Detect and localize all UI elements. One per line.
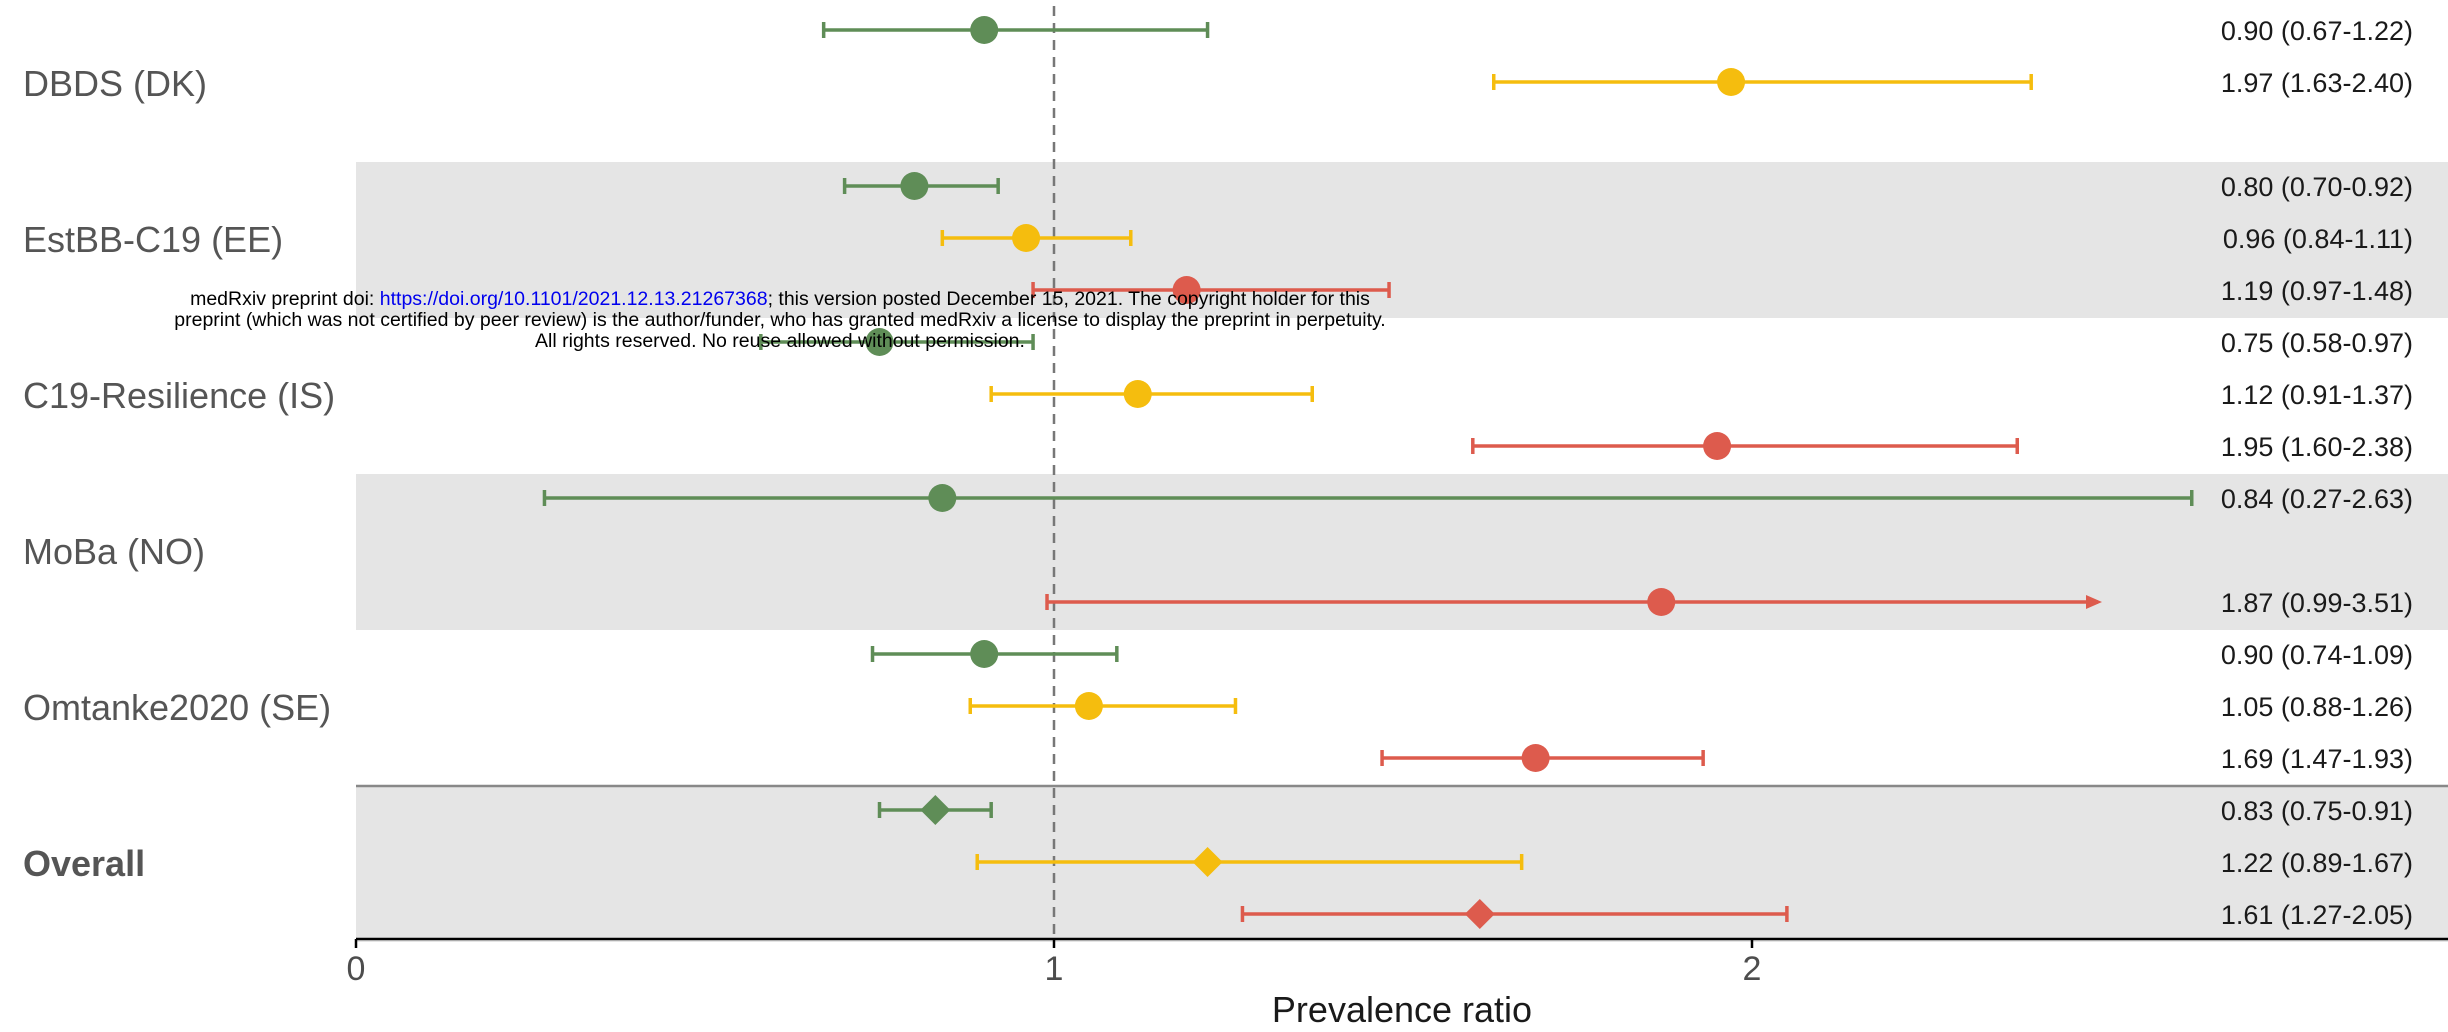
cohort-label: Omtanke2020 (SE) <box>23 687 331 728</box>
estimate-label: 1.22 (0.89-1.67) <box>2221 848 2413 878</box>
estimate-label: 0.84 (0.27-2.63) <box>2221 484 2413 514</box>
estimate-point <box>1717 68 1746 96</box>
cohort-label: MoBa (NO) <box>23 531 205 572</box>
watermark-line3: All rights reserved. No reuse allowed wi… <box>535 330 1025 352</box>
x-tick-label: 1 <box>1045 950 1064 988</box>
estimate-marks <box>542 16 2194 929</box>
labels-group: DBDS (DK) 0.90 (0.67-1.22) 1.97 (1.63-2.40… <box>23 16 2413 930</box>
estimate-label: 0.75 (0.58-0.97) <box>2221 328 2413 358</box>
estimate-label: 1.87 (0.99-3.51) <box>2221 588 2413 618</box>
estimate-point <box>970 640 999 668</box>
estimate-label: 0.96 (0.84-1.11) <box>2223 224 2413 254</box>
estimate-point <box>865 328 894 356</box>
row-band <box>356 786 2448 942</box>
x-axis: 0 1 2 Prevalence ratio <box>347 937 2448 1030</box>
row-band <box>356 162 2448 318</box>
cohort-label: EstBB-C19 (EE) <box>23 219 283 260</box>
row-band <box>356 474 2448 630</box>
estimate-label: 1.95 (1.60-2.38) <box>2221 432 2413 462</box>
x-tick-label: 2 <box>1743 950 1762 988</box>
estimate-label: 1.61 (1.27-2.05) <box>2221 900 2413 930</box>
estimate-label: 0.83 (0.75-0.91) <box>2221 796 2413 826</box>
estimate-point <box>1647 588 1676 616</box>
watermark-line2: preprint (which was not certified by pee… <box>174 309 1386 331</box>
estimate-point <box>1123 380 1152 408</box>
cohort-label: Overall <box>23 843 145 884</box>
x-axis-title: Prevalence ratio <box>1272 989 1532 1030</box>
estimate-diamond <box>1192 847 1223 877</box>
row-bands <box>356 162 2448 942</box>
estimate-label: 1.97 (1.63-2.40) <box>2221 68 2413 98</box>
estimate-point <box>1172 276 1201 304</box>
watermark-prefix: medRxiv preprint doi: <box>190 288 380 310</box>
estimate-label: 1.19 (0.97-1.48) <box>2221 276 2413 306</box>
ci-arrowhead <box>2086 595 2102 609</box>
estimate-label: 0.80 (0.70-0.92) <box>2221 172 2413 202</box>
watermark-line1-suffix: ; this version posted December 15, 2021.… <box>767 288 1370 310</box>
estimate-label: 0.90 (0.74-1.09) <box>2221 640 2413 670</box>
estimate-point <box>900 172 929 200</box>
estimate-point <box>928 484 957 512</box>
estimate-diamond <box>920 795 951 825</box>
estimate-label: 0.90 (0.67-1.22) <box>2221 16 2413 46</box>
preprint-watermark: medRxiv preprint doi: https://doi.org/10… <box>90 289 1470 352</box>
estimate-label: 1.05 (0.88-1.26) <box>2221 692 2413 722</box>
estimate-point <box>970 16 999 44</box>
x-tick-label: 0 <box>347 950 366 988</box>
estimate-point <box>1012 224 1041 252</box>
estimate-point <box>1074 692 1103 720</box>
watermark-doi-link[interactable]: https://doi.org/10.1101/2021.12.13.21267… <box>379 288 768 310</box>
estimate-diamond <box>1464 899 1495 929</box>
estimate-point <box>1703 432 1732 460</box>
estimate-label: 1.69 (1.47-1.93) <box>2221 744 2413 774</box>
cohort-label: DBDS (DK) <box>23 63 207 104</box>
cohort-label: C19-Resilience (IS) <box>23 375 335 416</box>
estimate-label: 1.12 (0.91-1.37) <box>2221 380 2413 410</box>
estimate-point <box>1521 744 1550 772</box>
